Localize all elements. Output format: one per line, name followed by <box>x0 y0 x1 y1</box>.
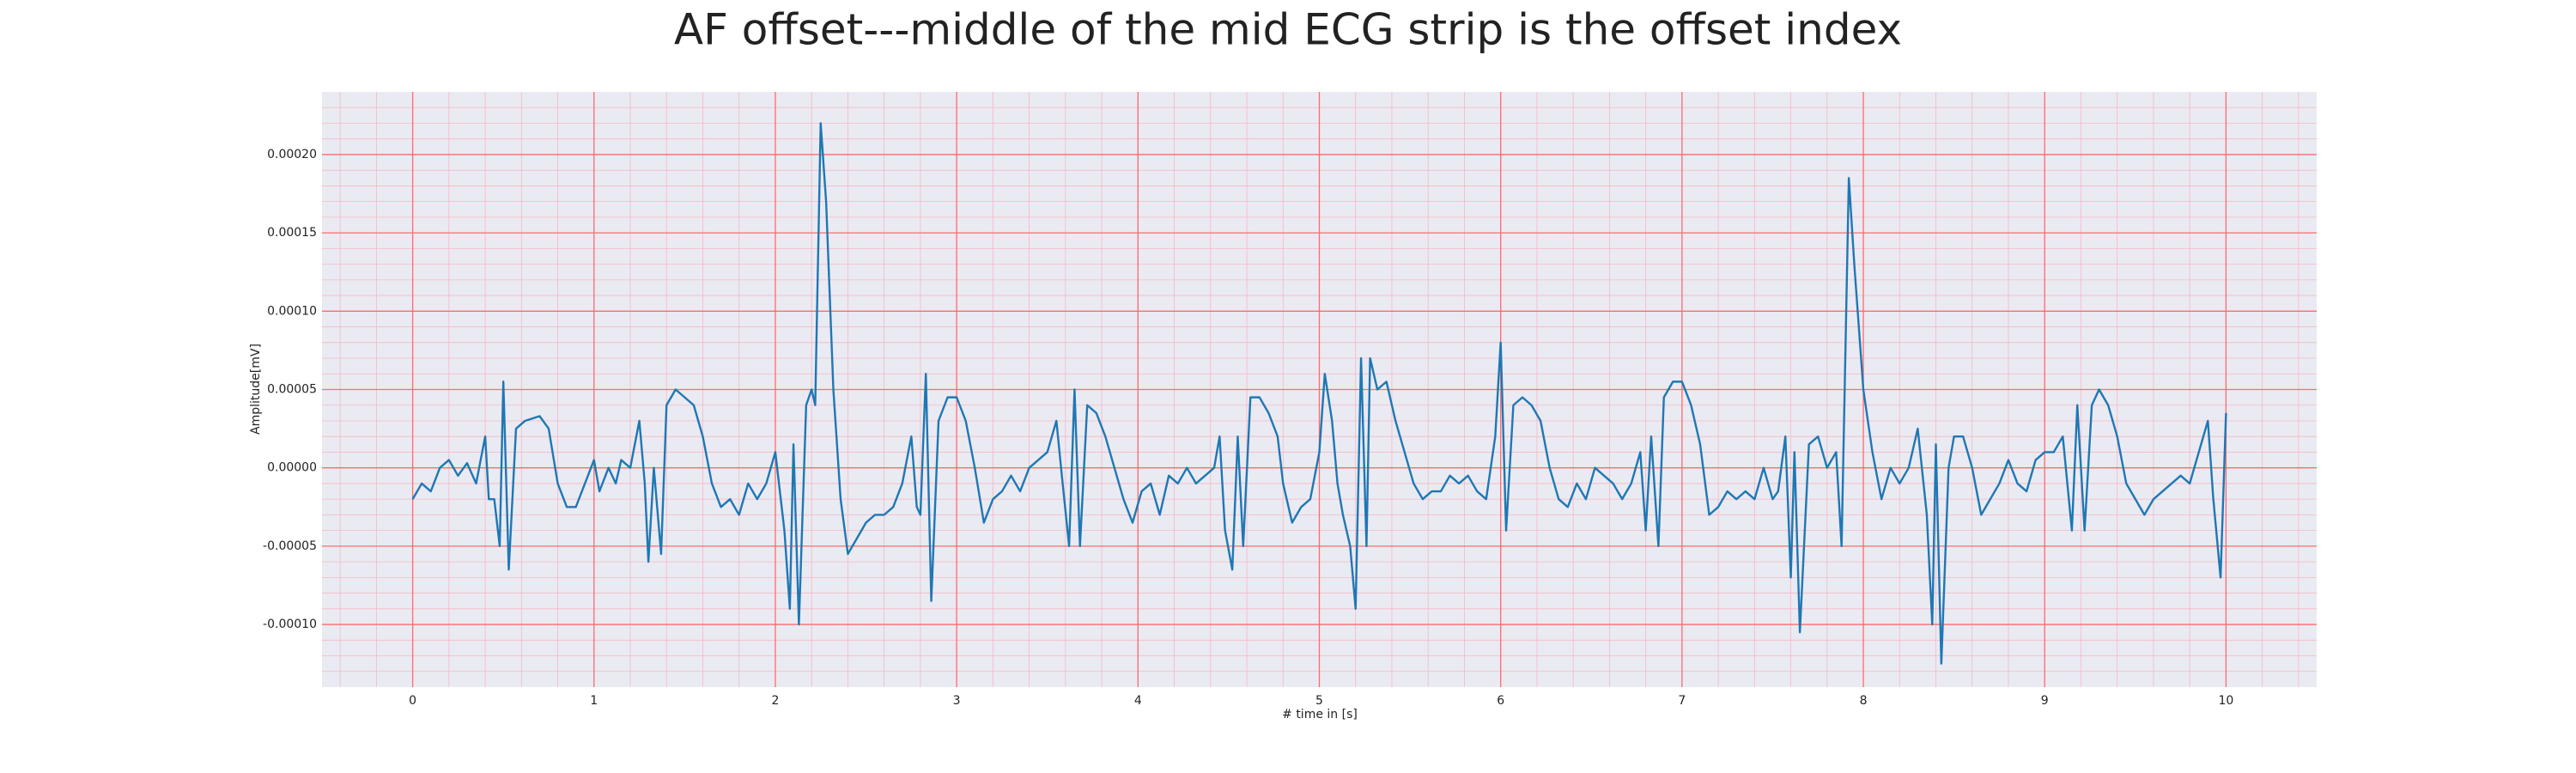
y-axis-label: Amplitude[mV] <box>249 344 263 435</box>
y-tick-label: 0.00020 <box>267 148 317 161</box>
x-tick-label: 1 <box>590 694 598 708</box>
y-tick-label: 0.00010 <box>267 304 317 318</box>
chart-title: AF offset---middle of the mid ECG strip … <box>674 5 1902 55</box>
x-tick-label: 0 <box>409 694 416 708</box>
x-tick-label: 10 <box>2218 694 2233 708</box>
x-tick-label: 2 <box>771 694 779 708</box>
x-tick-label: 4 <box>1134 694 1142 708</box>
x-tick-label: 7 <box>1678 694 1686 708</box>
x-axis-label: # time in [s] <box>1282 708 1358 721</box>
ecg-line <box>411 122 2227 665</box>
x-tick-label: 6 <box>1497 694 1504 708</box>
x-tick-label: 5 <box>1315 694 1323 708</box>
x-tick-label: 8 <box>1860 694 1868 708</box>
y-tick-label: -0.00005 <box>263 539 317 553</box>
x-tick-label: 3 <box>953 694 961 708</box>
x-tick-label: 9 <box>2041 694 2049 708</box>
y-tick-label: 0.00005 <box>267 383 317 397</box>
y-tick-label: 0.00000 <box>267 461 317 475</box>
y-tick-label: -0.00010 <box>263 618 317 631</box>
y-tick-label: 0.00015 <box>267 226 317 240</box>
